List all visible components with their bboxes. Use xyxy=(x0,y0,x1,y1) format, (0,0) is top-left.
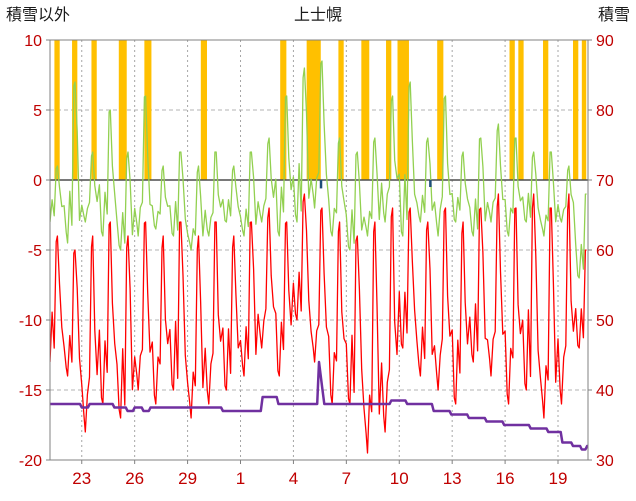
right-tick-label: 60 xyxy=(596,243,614,260)
x-tick-label: 26 xyxy=(125,469,144,488)
sunshine-bar xyxy=(144,40,152,180)
x-tick-label: 19 xyxy=(549,469,568,488)
right-tick-label: 80 xyxy=(596,103,614,120)
sunshine-bar xyxy=(280,40,287,180)
right-tick-label: 40 xyxy=(596,383,614,400)
left-tick-label: -10 xyxy=(19,313,42,330)
left-axis-title: 積雪以外 xyxy=(6,7,71,24)
x-tick-label: 1 xyxy=(236,469,245,488)
right-axis-title: 積雪 xyxy=(597,7,630,24)
right-tick-label: 70 xyxy=(596,173,614,190)
sunshine-bar xyxy=(386,40,392,180)
x-tick-label: 16 xyxy=(496,469,515,488)
left-tick-label: -5 xyxy=(28,243,42,260)
right-tick-label: 30 xyxy=(596,453,614,470)
left-tick-label: 0 xyxy=(33,173,42,190)
sunshine-bar xyxy=(437,40,444,180)
sunshine-bar xyxy=(306,40,321,180)
left-tick-label: 5 xyxy=(33,103,42,120)
sunshine-bar xyxy=(72,40,78,180)
right-tick-label: 50 xyxy=(596,313,614,330)
sunshine-bar xyxy=(118,40,127,180)
sunshine-bar xyxy=(361,40,370,180)
x-tick-label: 4 xyxy=(289,469,298,488)
precip-mark xyxy=(319,180,323,189)
sunshine-bar xyxy=(200,40,207,180)
sunshine-bar xyxy=(573,40,579,180)
left-tick-label: -15 xyxy=(19,383,42,400)
green-temp-line xyxy=(50,60,587,279)
x-tick-label: 29 xyxy=(178,469,197,488)
sunshine-bar xyxy=(509,40,515,180)
chart-title: 上士幌 xyxy=(293,7,343,24)
x-tick-label: 7 xyxy=(342,469,351,488)
sunshine-bar xyxy=(543,40,549,180)
red-temp-line xyxy=(50,193,587,454)
left-tick-label: -20 xyxy=(19,453,42,470)
sunshine-bar xyxy=(581,40,587,180)
x-tick-label: 23 xyxy=(72,469,91,488)
sunshine-bar xyxy=(397,40,409,180)
sunshine-bar xyxy=(338,40,344,180)
sunshine-bar xyxy=(54,40,60,180)
sunshine-bar xyxy=(518,40,524,180)
left-tick-label: 10 xyxy=(24,33,42,50)
right-tick-label: 90 xyxy=(596,33,614,50)
snow-depth-line xyxy=(50,360,588,451)
x-tick-label: 13 xyxy=(443,469,462,488)
chart-header: 積雪以外 上士幌 積雪 xyxy=(0,2,636,30)
precip-mark xyxy=(429,180,432,187)
sunshine-bar xyxy=(91,40,97,180)
x-tick-label: 10 xyxy=(390,469,409,488)
